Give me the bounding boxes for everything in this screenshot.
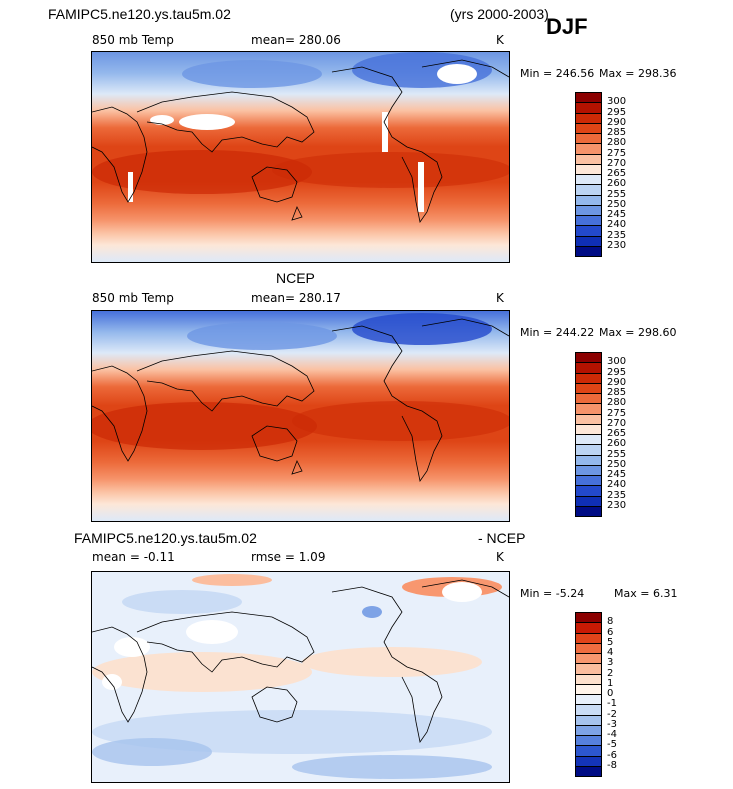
panel2-mean: mean= 280.17 (251, 291, 341, 305)
colorbar-tick-label: 6 (607, 626, 614, 638)
colorbar-tick-label: 0 (607, 688, 614, 699)
colorbar-tick-label: 2 (607, 667, 614, 679)
colorbar-tick-label: 300 (607, 96, 627, 108)
panel1-map-graphic (92, 52, 509, 262)
panel1-max: Max = 298.36 (599, 67, 677, 80)
colorbar-tick-label: 250 (607, 458, 627, 470)
colorbar-tick-label: 275 (607, 147, 627, 159)
panel3-colorbar: 8 6 5 4 3 2 1 0 -1 -2 -3 -4 -5 -6 -8 (575, 612, 635, 777)
panel2-variable: 850 mb Temp (92, 291, 174, 305)
panel1-colorbar: 300 295 290 285 280 275 270 265 260 255 250 245 240 2… (575, 92, 635, 257)
colorbar-tick-label: 280 (607, 137, 627, 149)
colorbar-tick-label: 240 (607, 219, 627, 231)
panel2-header: NCEP (276, 270, 315, 286)
panel1-mean: mean= 280.06 (251, 33, 341, 47)
colorbar-tick-label: 285 (607, 127, 627, 138)
colorbar-tick-label: 290 (607, 376, 627, 388)
panel3-max: Max = 6.31 (614, 587, 678, 600)
colorbar-tick-label: -2 (607, 708, 617, 720)
colorbar-tick-label: 285 (607, 387, 627, 398)
panel1-min: Min = 246.56 (520, 67, 595, 80)
colorbar-tick-label: -1 (607, 698, 617, 710)
colorbar-tick-label: 280 (607, 397, 627, 409)
panel3-rmse: rmse = 1.09 (251, 550, 326, 564)
colorbar-tick-label: 4 (607, 647, 614, 658)
panel2-map (91, 310, 510, 522)
colorbar-tick-label: 235 (607, 229, 627, 241)
colorbar-tick-label: 250 (607, 198, 627, 210)
colorbar-tick-label: 260 (607, 178, 627, 190)
panel1-variable: 850 mb Temp (92, 33, 174, 47)
colorbar-tick-label: 275 (607, 407, 627, 419)
colorbar-tick-label: -5 (607, 739, 617, 751)
panel2-units: K (496, 291, 504, 305)
panel3-units: K (496, 550, 504, 564)
colorbar-tick-label: 230 (607, 499, 627, 511)
panel3-map-graphic (92, 572, 509, 782)
panel1-map (91, 51, 510, 263)
figure-title: FAMIPC5.ne120.ys.tau5m.02 (48, 6, 231, 22)
colorbar-tick-label: 8 (607, 616, 614, 628)
colorbar-swatch (575, 765, 602, 777)
panel2-min: Min = 244.22 (520, 326, 595, 339)
colorbar-tick-label: 230 (607, 239, 627, 251)
colorbar-tick-label: 270 (607, 157, 627, 169)
colorbar-tick-label: 1 (607, 677, 614, 689)
colorbar-tick-label: 300 (607, 356, 627, 368)
colorbar-tick-label: 290 (607, 116, 627, 128)
panel2-colorbar: 300 295 290 285 280 275 270 265 260 255 250 245 240 2… (575, 352, 635, 517)
colorbar-tick-label: 235 (607, 489, 627, 501)
colorbar-tick-label: 270 (607, 417, 627, 429)
colorbar-tick-label: 5 (607, 636, 614, 648)
panel1-units: K (496, 33, 504, 47)
panel2-map-graphic (92, 311, 509, 521)
panel3-mean: mean = -0.11 (92, 550, 175, 564)
colorbar-tick-label: 245 (607, 209, 627, 220)
colorbar-tick-label: 295 (607, 366, 627, 378)
colorbar-tick-label: 245 (607, 469, 627, 480)
panel3-header-right: - NCEP (478, 530, 526, 546)
colorbar-tick-label: 3 (607, 657, 614, 669)
colorbar-tick-label: 295 (607, 106, 627, 118)
colorbar-tick-label: -4 (607, 729, 617, 740)
panel3-min: Min = -5.24 (520, 587, 585, 600)
panel2-max: Max = 298.60 (599, 326, 677, 339)
colorbar-tick-label: 255 (607, 448, 627, 460)
colorbar-tick-label: -6 (607, 749, 617, 761)
years-label: (yrs 2000-2003) (450, 6, 549, 22)
colorbar-tick-label: -3 (607, 718, 617, 730)
season-label: DJF (546, 14, 588, 39)
colorbar-tick-label: 240 (607, 479, 627, 491)
colorbar-tick-label: 260 (607, 438, 627, 450)
colorbar-tick-label: 255 (607, 188, 627, 200)
panel3-header-left: FAMIPC5.ne120.ys.tau5m.02 (74, 530, 257, 546)
panel3-map (91, 571, 510, 783)
colorbar-swatch (575, 245, 602, 257)
colorbar-swatch (575, 505, 602, 517)
colorbar-tick-label: -8 (607, 759, 617, 771)
colorbar-tick-label: 265 (607, 168, 627, 179)
colorbar-tick-label: 265 (607, 428, 627, 439)
